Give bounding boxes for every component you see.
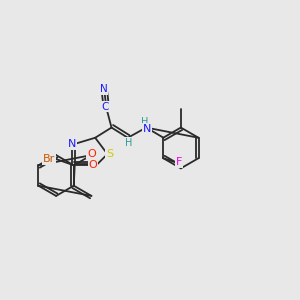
Text: Br: Br	[43, 154, 55, 164]
Text: N: N	[100, 84, 107, 94]
Text: N: N	[143, 124, 152, 134]
Text: S: S	[106, 149, 113, 159]
Text: N: N	[68, 139, 76, 149]
Text: F: F	[176, 157, 182, 167]
Text: H: H	[125, 138, 133, 148]
Text: O: O	[87, 148, 96, 159]
Text: C: C	[102, 102, 109, 112]
Text: H: H	[141, 117, 148, 127]
Text: O: O	[89, 160, 98, 170]
